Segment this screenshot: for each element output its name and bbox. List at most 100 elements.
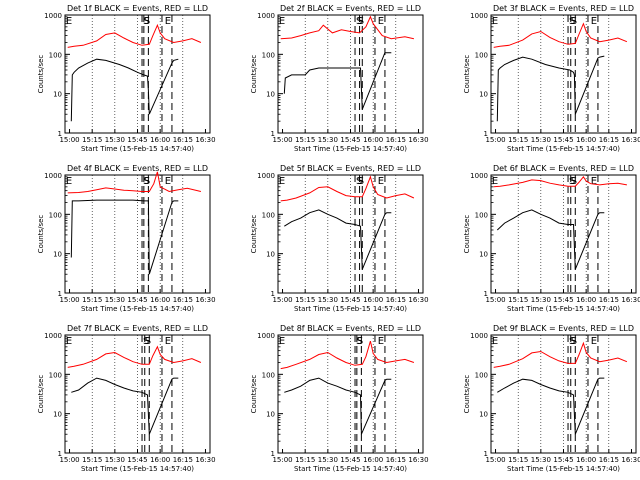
x-tick-label: 15:15	[82, 136, 102, 144]
lld-series-line	[493, 341, 628, 368]
marker-letter: S	[571, 176, 577, 187]
y-tick-label: 100	[475, 371, 488, 379]
x-axis-label: Start Time (15-Feb-15 14:57:40)	[81, 465, 194, 473]
lld-series-line	[67, 171, 202, 194]
y-tick-label: 1	[58, 130, 62, 138]
marker-letter: S	[144, 16, 150, 27]
lld-series-line	[67, 345, 202, 368]
events-series-line	[496, 209, 605, 270]
y-axis-label: Counts/sec	[37, 215, 45, 254]
panel-title: Det 9f BLACK = Events, RED = LLD	[493, 324, 634, 333]
x-tick-label: 15:00	[272, 136, 292, 144]
marker-letter: S	[358, 176, 364, 187]
y-tick-label: 100	[262, 51, 275, 59]
plot-frame	[64, 14, 211, 134]
marker-letter: S	[569, 16, 575, 27]
x-axis-label: Start Time (15-Feb-15 14:57:40)	[81, 145, 194, 153]
plot-frame	[64, 334, 211, 454]
x-tick-label: 16:15	[173, 456, 193, 464]
marker-letter: E	[66, 176, 72, 187]
x-tick-label: 16:30	[195, 296, 215, 304]
y-axis-label: Counts/sec	[250, 55, 258, 94]
x-axis-label: Start Time (15-Feb-15 14:57:40)	[507, 465, 620, 473]
x-tick-label: 15:45	[127, 296, 147, 304]
x-tick-label: 15:00	[59, 456, 79, 464]
x-tick-label: 16:15	[173, 296, 193, 304]
x-tick-label: 16:30	[195, 136, 215, 144]
x-tick-label: 15:30	[531, 456, 551, 464]
y-tick-label: 1	[484, 290, 488, 298]
x-tick-label: 16:30	[621, 136, 640, 144]
x-tick-label: 16:30	[408, 296, 428, 304]
x-tick-label: 15:00	[485, 136, 505, 144]
x-tick-label: 15:45	[340, 456, 360, 464]
y-tick-label: 1000	[257, 332, 275, 340]
y-axis-label: Counts/sec	[463, 375, 471, 414]
panel-title: Det 5f BLACK = Events, RED = LLD	[280, 164, 421, 173]
panel-title: Det 7f BLACK = Events, RED = LLD	[67, 324, 208, 333]
y-tick-label: 10	[266, 251, 275, 259]
panel-title: Det 2f BLACK = Events, RED = LLD	[280, 4, 421, 13]
marker-letter: E	[591, 176, 597, 187]
y-tick-label: 1000	[44, 172, 62, 180]
x-tick-label: 15:15	[82, 456, 102, 464]
marker-letter: E	[378, 336, 384, 347]
x-axis-label: Start Time (15-Feb-15 14:57:40)	[294, 145, 407, 153]
x-tick-label: 15:00	[59, 136, 79, 144]
y-tick-label: 100	[49, 51, 62, 59]
x-tick-label: 15:45	[340, 136, 360, 144]
x-tick-label: 15:00	[59, 296, 79, 304]
marker-letter: E	[165, 176, 171, 187]
x-tick-label: 16:30	[195, 456, 215, 464]
panel-title: Det 8f BLACK = Events, RED = LLD	[280, 324, 421, 333]
x-tick-label: 15:15	[295, 296, 315, 304]
x-tick-label: 15:30	[318, 456, 338, 464]
x-axis-label: Start Time (15-Feb-15 14:57:40)	[507, 305, 620, 313]
x-tick-label: 15:45	[340, 296, 360, 304]
events-series-line	[283, 52, 392, 110]
panel-title: Det 6f BLACK = Events, RED = LLD	[493, 164, 634, 173]
x-tick-label: 16:00	[576, 136, 596, 144]
x-tick-label: 15:15	[508, 456, 528, 464]
lld-series-line	[67, 23, 202, 48]
x-tick-label: 16:30	[408, 136, 428, 144]
marker-letter: E	[378, 176, 384, 187]
y-tick-label: 10	[266, 91, 275, 99]
x-tick-label: 16:30	[621, 296, 640, 304]
y-tick-label: 1000	[44, 12, 62, 20]
x-tick-label: 16:00	[150, 136, 170, 144]
plot-frame	[277, 334, 424, 454]
y-tick-label: 100	[262, 211, 275, 219]
x-tick-label: 16:15	[386, 296, 406, 304]
x-tick-label: 15:45	[553, 136, 573, 144]
marker-letter: S	[144, 176, 150, 187]
plot-frame	[277, 14, 424, 134]
marker-letter: E	[591, 336, 597, 347]
x-tick-label: 16:00	[150, 456, 170, 464]
x-tick-label: 15:45	[127, 456, 147, 464]
y-tick-label: 10	[266, 411, 275, 419]
events-series-line	[71, 377, 179, 435]
y-tick-label: 10	[479, 411, 488, 419]
x-tick-label: 15:15	[82, 296, 102, 304]
y-tick-label: 1000	[470, 172, 488, 180]
panel-title: Det 1f BLACK = Events, RED = LLD	[67, 4, 208, 13]
events-series-line	[497, 377, 605, 435]
lld-series-line	[280, 15, 415, 40]
events-series-line	[70, 199, 179, 275]
x-axis-label: Start Time (15-Feb-15 14:57:40)	[81, 305, 194, 313]
y-tick-label: 1000	[257, 12, 275, 20]
x-tick-label: 15:00	[485, 296, 505, 304]
x-tick-label: 16:15	[173, 136, 193, 144]
y-tick-label: 1000	[470, 12, 488, 20]
x-tick-label: 15:15	[508, 136, 528, 144]
x-tick-label: 16:30	[621, 456, 640, 464]
marker-letter: S	[356, 16, 362, 27]
lld-series-line	[280, 340, 415, 370]
y-tick-label: 1000	[44, 332, 62, 340]
